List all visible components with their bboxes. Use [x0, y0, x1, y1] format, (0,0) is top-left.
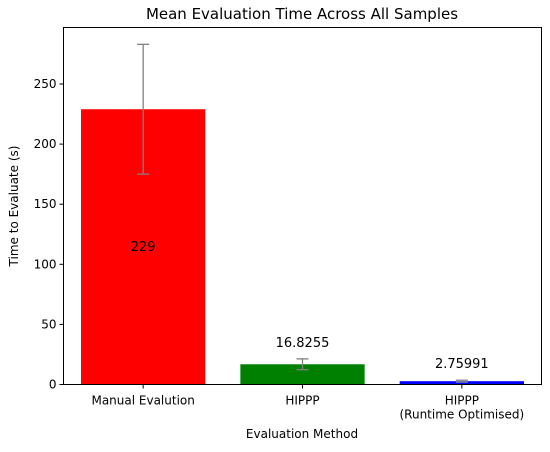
- y-tick-label: 0: [49, 378, 57, 392]
- bar: [240, 364, 365, 385]
- x-tick-label: HIPPP: [285, 394, 319, 408]
- bars: [81, 109, 524, 385]
- bar: [399, 381, 524, 385]
- data-label: 229: [131, 240, 156, 255]
- data-label: 2.75991: [435, 357, 489, 372]
- y-tick-label: 250: [34, 77, 57, 91]
- error-bars: [137, 43, 468, 383]
- x-tick-label: (Runtime Optimised): [399, 408, 524, 422]
- plot-frame: [63, 27, 542, 385]
- x-axis: Manual Evalution HIPPP HIPPP(Runtime Optim…: [91, 384, 524, 422]
- x-axis-label: Evaluation Method: [246, 427, 358, 441]
- y-axis: 0 50 100 150 200 250: [34, 77, 64, 392]
- x-tick-label: HIPPP: [445, 394, 479, 408]
- data-labels: 229 16.8255 2.75991: [131, 240, 489, 372]
- x-tick-label: Manual Evalution: [91, 394, 194, 408]
- y-tick-label: 150: [34, 197, 57, 211]
- y-tick-label: 200: [34, 137, 57, 151]
- chart-title: Mean Evaluation Time Across All Samples: [146, 5, 458, 23]
- y-axis-label: Time to Evaluate (s): [7, 146, 21, 268]
- y-tick-label: 50: [41, 317, 56, 331]
- y-tick-label: 100: [34, 257, 57, 271]
- data-label: 16.8255: [276, 336, 330, 351]
